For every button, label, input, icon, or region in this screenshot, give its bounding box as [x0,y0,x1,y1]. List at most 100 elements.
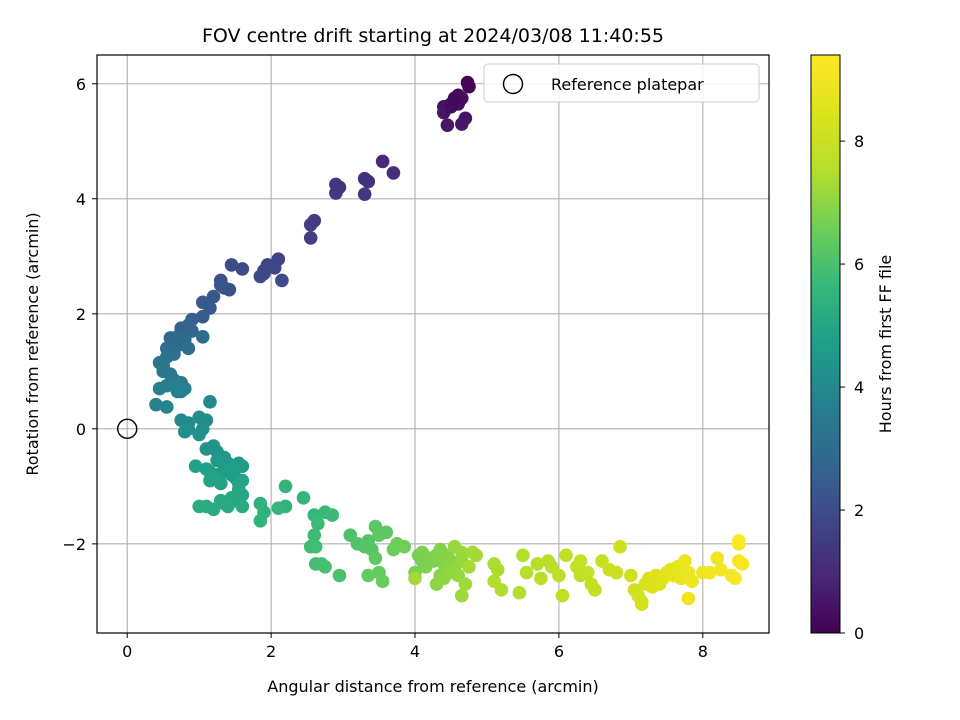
data-point [181,422,196,436]
data-point [181,341,196,356]
data-point [188,459,203,474]
colorbar-tick-label: 6 [854,255,864,274]
y-tick-label: 0 [76,420,86,439]
x-tick-label: 2 [266,642,276,661]
data-point [206,470,221,485]
data-point [512,585,527,600]
data-point [685,574,699,589]
data-point [253,269,268,284]
data-point [534,571,548,586]
colorbar-tick-label: 4 [854,378,864,397]
data-point [588,583,602,597]
y-axis-label: Rotation from reference (arcmin) [23,212,42,475]
data-point [397,539,412,554]
data-point [192,427,206,442]
legend-entry-reference: Reference platepar [551,75,704,94]
data-point [447,91,462,105]
data-point [634,597,649,612]
data-point [678,554,692,568]
data-point [454,545,469,560]
data-point [735,557,750,571]
reference-platepar-point [117,418,138,440]
colorbar-tick-label: 0 [854,624,864,643]
data-point [681,591,696,606]
data-point [296,491,311,505]
data-point [235,499,250,514]
data-point [303,217,318,232]
data-point [731,537,746,551]
y-tick-label: 2 [76,305,86,324]
colorbar-tick-label: 8 [854,132,864,151]
data-point [235,262,250,276]
colorbar-label: Hours from first FF file [876,255,895,434]
data-point [357,187,372,201]
data-point [552,568,566,583]
data-point [609,565,624,580]
data-point [303,231,318,245]
data-point [271,501,286,515]
data-point [361,568,376,583]
data-point [307,528,322,543]
data-point [318,560,332,574]
data-point [728,571,742,586]
data-point [710,551,724,566]
data-point [375,154,390,169]
data-point [408,571,422,586]
data-point [308,539,323,554]
data-point [559,548,573,563]
data-point [516,548,530,563]
x-axis-label: Angular distance from reference (arcmin) [267,677,598,696]
data-point [206,289,221,304]
colorbar-gradient [810,54,841,634]
x-axis-ticks: 0 2 4 6 8 [122,633,708,661]
data-point [580,565,595,580]
data-point [224,258,239,272]
data-point [235,459,250,474]
data-point [174,384,188,399]
data-point [278,479,293,494]
y-tick-label: 6 [76,75,86,94]
legend: Reference platepar [483,63,760,103]
x-tick-label: 0 [122,642,132,661]
reference-marker [117,418,138,440]
plot-frame [96,54,770,634]
data-point [519,565,534,580]
data-point [624,568,638,583]
data-point [203,395,217,409]
data-point [454,117,469,131]
data-point [311,516,325,531]
data-point [713,562,728,577]
data-point [149,397,163,412]
data-point [379,525,394,540]
data-point [329,186,343,200]
data-point [458,577,473,591]
data-point [152,381,167,396]
data-point [221,499,235,514]
data-point [361,174,376,189]
x-tick-label: 4 [410,642,420,661]
colorbar-ticks: 0 2 4 6 8 [840,132,864,643]
data-point [386,166,401,180]
data-point [375,574,390,589]
data-point [703,565,717,580]
data-point [440,118,455,132]
colorbar: 0 2 4 6 8 Hours from first FF file [810,54,895,643]
data-points [149,75,750,612]
data-point [454,588,469,603]
x-tick-label: 8 [698,642,708,661]
legend-box [483,63,760,103]
chart-title: FOV centre drift starting at 2024/03/08 … [202,25,664,47]
data-point [573,554,588,568]
grid-lines [97,55,769,633]
data-point [460,75,475,90]
legend-marker-icon [502,73,524,95]
data-point [195,330,210,344]
data-point [159,400,174,414]
data-point [613,539,627,554]
data-point [325,508,340,522]
data-point [195,309,210,324]
y-tick-label: 4 [76,190,86,209]
data-point [192,499,206,514]
data-point [213,278,228,292]
